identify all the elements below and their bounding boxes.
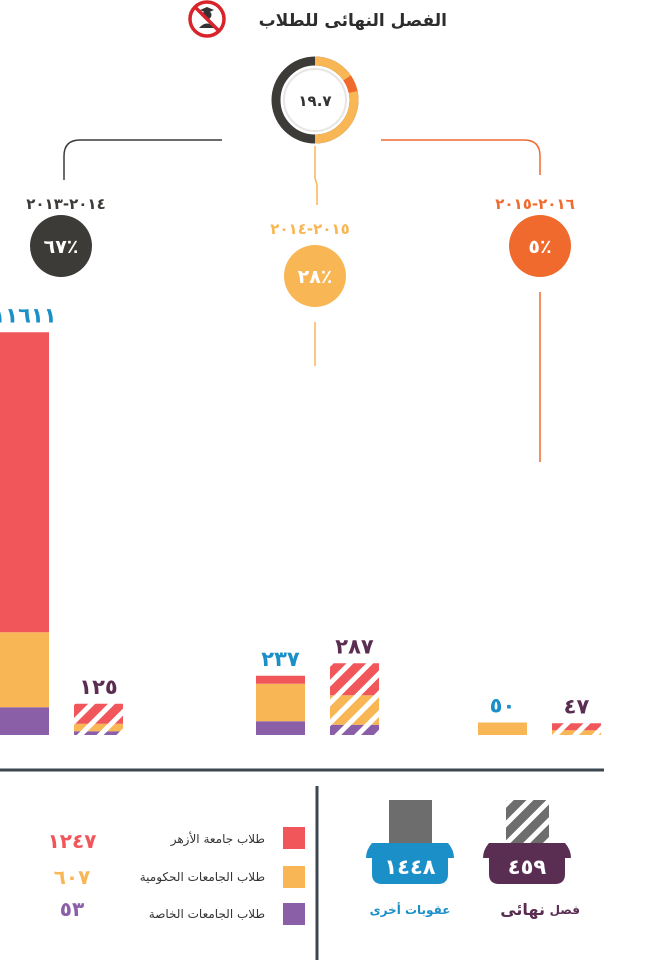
bar-value-label: ١٢٥ xyxy=(79,675,117,699)
total-final-caption: فصل xyxy=(550,903,580,917)
bar-segment-azhar xyxy=(74,703,123,724)
bar-value-label: ١١٦١١ xyxy=(0,303,57,327)
legend-label: طلاب الجامعات الخاصة xyxy=(149,907,265,921)
percent-circle-2014: ٢٨٪ xyxy=(284,245,346,307)
bar-segment-gov xyxy=(0,632,49,708)
legend-swatch xyxy=(283,827,305,849)
bar-segment-gov xyxy=(330,695,379,725)
total-other-value: ١٤٤٨ xyxy=(384,855,435,879)
legend-swatch xyxy=(283,866,305,888)
legend-label: طلاب جامعة الأزهر xyxy=(170,831,265,847)
total-other-stem xyxy=(389,800,432,848)
legend-item-gov: طلاب الجامعات الحكومية ٦٠٧ xyxy=(54,865,305,889)
period-label-2014: ٢٠١٥-٢٠١٤ xyxy=(270,220,349,238)
period-label-2013: ٢٠١٤-٢٠١٣ xyxy=(26,195,105,213)
center-value: ١٩.٧ xyxy=(298,92,331,110)
total-other-caption: عقوبات أخرى xyxy=(370,902,451,918)
bar-value-label: ٢٣٧ xyxy=(261,647,300,671)
no-graduate-icon xyxy=(188,0,226,38)
bar-segment-gov xyxy=(256,683,305,722)
bar-value-label: ٥٠ xyxy=(490,694,516,718)
legend: طلاب جامعة الأزهر ١٢٤٧ طلاب الجامعات الح… xyxy=(48,827,305,925)
legend-item-azhar: طلاب جامعة الأزهر ١٢٤٧ xyxy=(48,827,305,853)
legend-total: ١٢٤٧ xyxy=(48,829,97,853)
total-final-value: ٤٥٩ xyxy=(508,855,547,879)
legend-total: ٦٠٧ xyxy=(54,865,91,889)
total-final-badge: ٤٥٩ نهائى فصل xyxy=(483,800,580,919)
bar-segment-private xyxy=(330,724,379,735)
legend-swatch xyxy=(283,903,305,925)
connector-lines xyxy=(63,139,541,462)
percent-circle-2015: ٥٪ xyxy=(509,215,571,277)
percent-value-2014: ٢٨٪ xyxy=(298,266,333,288)
bar-segment-gov xyxy=(74,723,123,732)
bar-value-label: ٢٨٧ xyxy=(335,634,374,658)
bar-segment-gov xyxy=(478,722,527,735)
bar-value-label: ٤٧ xyxy=(564,694,590,718)
legend-label: طلاب الجامعات الحكومية xyxy=(140,870,265,885)
bar-segment-azhar xyxy=(0,332,49,633)
bar-segment-azhar xyxy=(552,723,601,731)
bar-segment-azhar xyxy=(330,663,379,696)
page-title: الفصل النهائى للطلاب xyxy=(259,11,447,31)
period-label-2015: ٢٠١٦-٢٠١٥ xyxy=(495,195,574,213)
total-final-stem xyxy=(506,800,549,848)
total-other-badge: ١٤٤٨ عقوبات أخرى xyxy=(366,800,454,918)
total-final-caption-bold: نهائى xyxy=(500,900,545,919)
percent-circle-2013: ٦٧٪ xyxy=(30,215,92,277)
percent-value-2015: ٥٪ xyxy=(528,236,551,258)
percent-value-2013: ٦٧٪ xyxy=(44,236,79,258)
bar-segment-gov xyxy=(552,730,601,735)
bar-segment-private xyxy=(256,721,305,735)
legend-item-private: طلاب الجامعات الخاصة ٥٣ xyxy=(60,897,305,925)
bar-segment-private xyxy=(74,731,123,735)
legend-total: ٥٣ xyxy=(60,897,84,921)
bars-layer: ١١٦١١ ١٢٥ ٢٣٧ ٢٨٧ ٥٠ ٤٧ xyxy=(0,303,601,735)
center-donut: ١٩.٧ xyxy=(271,56,359,144)
bar-segment-azhar xyxy=(256,675,305,684)
bar-segment-private xyxy=(0,707,49,735)
